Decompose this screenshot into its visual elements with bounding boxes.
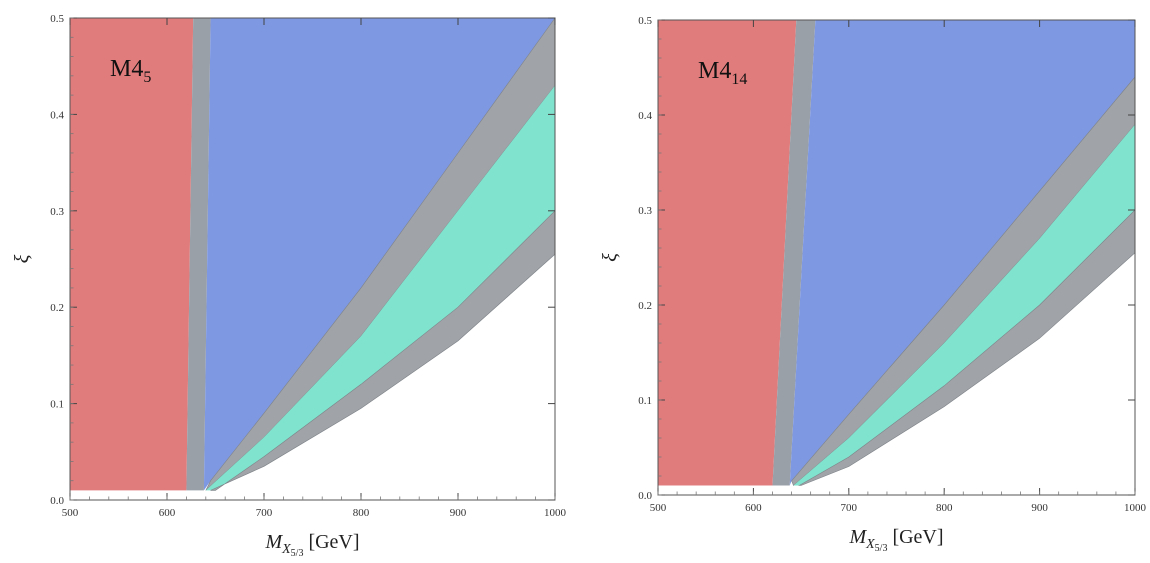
x-tick-label: 800 [936, 502, 953, 514]
x-tick-label: 800 [353, 507, 370, 519]
x-tick-label: 500 [62, 507, 79, 519]
x-tick-label: 700 [841, 502, 858, 514]
y-tick-label: 0.5 [50, 13, 64, 25]
panel-label: M45 [110, 56, 151, 86]
y-axis-label: ξ [11, 254, 33, 263]
y-tick-label: 0.2 [638, 300, 652, 312]
x-tick-label: 900 [1031, 502, 1048, 514]
y-tick-label: 0.1 [638, 395, 652, 407]
region-gray-1 [772, 20, 816, 486]
y-tick-label: 0.0 [50, 495, 64, 507]
x-tick-label: 700 [256, 507, 273, 519]
region-blue-2 [203, 18, 555, 491]
region-red-0 [658, 20, 797, 486]
chart-panel-m4-14: 500 600 700 800 900 1000 0.0 0.1 0.2 0.3 0.4 0.5 M41… [590, 0, 1150, 563]
plot-frame [69, 17, 556, 501]
plot-frame [657, 19, 1136, 496]
panel-label: M414 [698, 58, 747, 88]
chart-svg-m4-5: 500 600 700 800 900 1000 0.0 0.1 0.2 0.3 0.4 0.5 M45… [11, 13, 567, 559]
x-tick-label: 1000 [544, 507, 567, 519]
y-tick-label: 0.1 [50, 399, 64, 411]
region-red-0 [70, 18, 194, 491]
y-tick-label: 0.5 [638, 15, 652, 27]
x-axis-label: MX5/3 [GeV] [264, 531, 359, 559]
y-tick-label: 0.2 [50, 302, 64, 314]
y-tick-label: 0.3 [638, 205, 652, 217]
y-tick-label: 0.3 [50, 206, 64, 218]
region-blue-2 [789, 20, 1135, 486]
y-axis-label: ξ [599, 253, 621, 262]
y-tick-label: 0.0 [638, 490, 652, 502]
x-axis-label: MX5/3 [GeV] [848, 526, 943, 554]
chart-svg-m4-14: 500 600 700 800 900 1000 0.0 0.1 0.2 0.3 0.4 0.5 M41… [599, 15, 1147, 554]
x-tick-label: 900 [450, 507, 467, 519]
x-tick-label: 600 [159, 507, 176, 519]
x-tick-label: 1000 [1124, 502, 1147, 514]
y-tick-label: 0.4 [638, 110, 652, 122]
x-tick-label: 500 [650, 502, 667, 514]
region-gray-1 [186, 18, 211, 491]
chart-panel-m4-5: 500 600 700 800 900 1000 0.0 0.1 0.2 0.3 0.4 0.5 M45… [11, 13, 567, 559]
y-tick-label: 0.4 [50, 109, 64, 121]
x-tick-label: 600 [745, 502, 762, 514]
